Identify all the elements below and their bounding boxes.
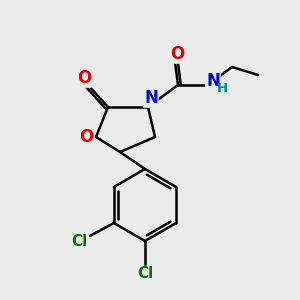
Text: O: O	[170, 45, 184, 63]
Text: H: H	[216, 82, 228, 95]
Text: O: O	[77, 69, 91, 87]
Text: N: N	[144, 89, 158, 107]
Text: Cl: Cl	[72, 233, 88, 248]
Text: O: O	[79, 128, 93, 146]
Text: N: N	[206, 72, 220, 90]
Text: Cl: Cl	[137, 266, 153, 281]
